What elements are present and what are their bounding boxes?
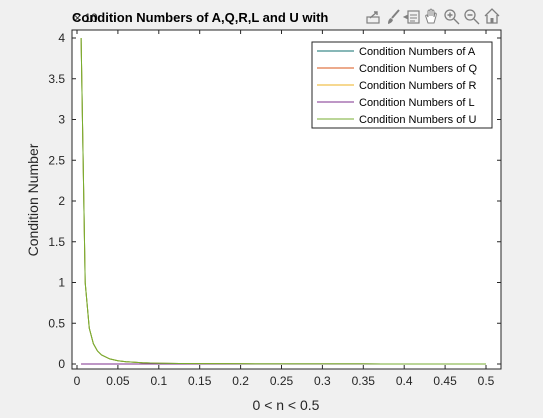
y-tick-label: 1.5 xyxy=(48,235,65,249)
y-tick-label: 2.5 xyxy=(48,153,65,167)
x-tick-label: 0.3 xyxy=(314,374,331,388)
y-tick-label: 3 xyxy=(58,113,65,127)
y-tick-label: 4 xyxy=(58,31,65,45)
data-tips-icon[interactable] xyxy=(402,10,420,24)
brush-icon[interactable] xyxy=(388,9,400,24)
y-axis-ticks: 0 0.5 1 1.5 2 2.5 3 3.5 4 xyxy=(48,31,501,371)
axes-toolbar xyxy=(362,6,502,28)
y-tick-label: 2 xyxy=(58,194,65,208)
zoom-in-icon[interactable] xyxy=(444,9,460,25)
y-tick-label: 3.5 xyxy=(48,72,65,86)
legend-label: Condition Numbers of R xyxy=(359,80,476,92)
home-icon[interactable] xyxy=(484,8,500,24)
y-exponent-label: × 10 xyxy=(74,11,98,25)
legend-items: Condition Numbers of A Condition Numbers … xyxy=(317,46,477,126)
zoom-out-icon[interactable] xyxy=(464,9,480,25)
series-line-5 xyxy=(80,37,487,365)
series-layer xyxy=(80,37,487,365)
legend[interactable]: Condition Numbers of A Condition Numbers … xyxy=(311,41,493,129)
legend-label: Condition Numbers of U xyxy=(359,114,476,126)
x-tick-label: 0.4 xyxy=(396,374,413,388)
chart-title: Condition Numbers of A,Q,R,L and U with xyxy=(72,10,328,25)
x-axis-label: 0 < n < 0.5 xyxy=(253,397,320,413)
x-tick-label: 0.2 xyxy=(232,374,249,388)
x-tick-label: 0 xyxy=(74,374,81,388)
legend-label: Condition Numbers of L xyxy=(359,97,475,109)
pan-icon[interactable] xyxy=(425,8,437,24)
x-tick-label: 0.25 xyxy=(270,374,294,388)
y-tick-label: 0.5 xyxy=(48,316,65,330)
y-tick-label: 0 xyxy=(58,357,65,371)
x-axis-ticks: 0 0.05 0.1 0.15 0.2 0.25 0.3 0.35 0.4 0.45 0.5 xyxy=(74,30,495,388)
x-tick-label: 0.1 xyxy=(150,374,167,388)
x-tick-label: 0.15 xyxy=(188,374,212,388)
legend-label: Condition Numbers of Q xyxy=(359,63,477,75)
legend-label: Condition Numbers of A xyxy=(359,46,476,58)
y-axis-label: Condition Number xyxy=(25,143,41,256)
axes-box xyxy=(71,29,502,370)
x-tick-label: 0.35 xyxy=(352,374,376,388)
y-tick-label: 1 xyxy=(58,276,65,290)
x-tick-label: 0.45 xyxy=(433,374,457,388)
x-tick-label: 0.05 xyxy=(106,374,130,388)
x-tick-label: 0.5 xyxy=(478,374,495,388)
export-icon[interactable] xyxy=(366,11,380,24)
